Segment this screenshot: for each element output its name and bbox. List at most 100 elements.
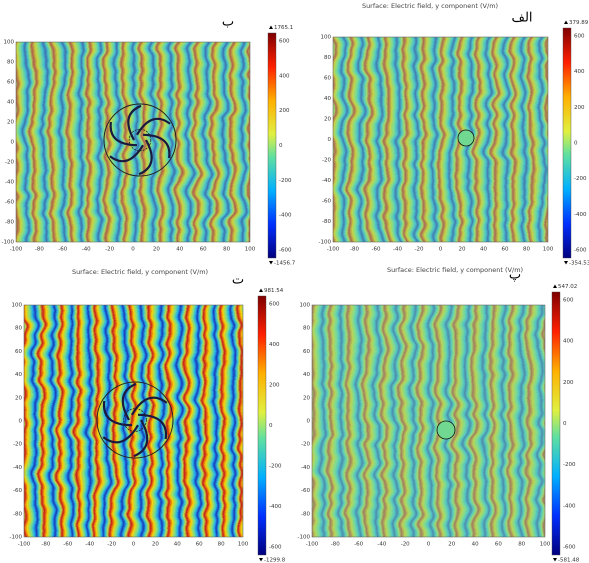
- y-tick-label: 100: [321, 35, 332, 41]
- y-tick-label: 80: [303, 326, 310, 332]
- scatterer-swirl: [127, 104, 142, 141]
- field-plot: [312, 305, 545, 537]
- scatterer-swirl: [138, 139, 153, 176]
- colorbar-tick-label: 400: [563, 339, 574, 345]
- colorbar-tick-label: 0: [269, 423, 273, 429]
- x-tick-label: 60: [502, 247, 509, 253]
- colorbar-tick-label: 400: [279, 73, 290, 79]
- x-tick-label: -40: [377, 542, 386, 548]
- y-tick-label: 100: [300, 303, 311, 309]
- y-tick-label: -40: [13, 465, 22, 471]
- colorbar-tick-label: -200: [563, 462, 576, 468]
- panel-title: Surface: Electric field, y component (V/…: [387, 266, 523, 274]
- y-tick-label: 60: [15, 349, 22, 355]
- max-value: 1765.1: [274, 25, 293, 31]
- x-tick-label: 100: [245, 247, 256, 253]
- x-tick-label: -80: [350, 247, 359, 253]
- scatterer: [436, 420, 456, 440]
- colorbar-tick-label: -200: [269, 464, 282, 470]
- colorbar-tick-label: 0: [574, 141, 578, 147]
- max-value: 981.54: [264, 288, 284, 294]
- colorbar-tick-label: -600: [269, 545, 282, 551]
- min-value: -1456.7: [274, 261, 296, 267]
- y-tick-label: 100: [4, 40, 15, 46]
- min-value: -1299.8: [264, 558, 286, 563]
- panel: -100 -80 -60 -40 -20 0 20 40 60 80 100100806040200…: [319, 2, 589, 267]
- colorbar-tick-label: 600: [269, 302, 280, 308]
- x-tick-label: 40: [480, 247, 487, 253]
- x-tick-label: 20: [152, 542, 159, 548]
- x-tick-label: 80: [218, 542, 225, 548]
- min-value: -354.53: [569, 261, 589, 267]
- x-tick-label: -60: [58, 247, 67, 253]
- x-tick-label: 20: [459, 247, 466, 253]
- min-marker: [259, 558, 263, 562]
- scatterer-swirl: [102, 400, 133, 427]
- plot-frame: [23, 304, 244, 538]
- y-tick-label: -20: [13, 442, 22, 448]
- scatterer-swirl: [109, 144, 144, 163]
- x-tick-label: 0: [439, 247, 443, 253]
- max-marker: [553, 284, 557, 288]
- x-tick-label: 60: [495, 542, 502, 548]
- x-tick-label: 20: [153, 247, 160, 253]
- colorbar: [257, 295, 267, 556]
- y-tick-label: -60: [301, 488, 310, 494]
- x-tick-label: -40: [85, 542, 94, 548]
- plot-frame: [15, 41, 251, 243]
- y-tick-label: -60: [13, 488, 22, 494]
- scatterer-swirl: [131, 396, 168, 416]
- x-tick-label: -20: [107, 542, 116, 548]
- y-tick-label: 80: [324, 55, 331, 61]
- x-tick-label: 80: [523, 247, 530, 253]
- scatterer-core: [128, 128, 152, 152]
- colorbar-tick-label: 200: [574, 105, 585, 111]
- y-tick-label: -40: [322, 178, 331, 184]
- y-tick-label: 80: [7, 60, 14, 66]
- y-tick-label: -20: [301, 442, 310, 448]
- x-tick-label: -80: [35, 247, 44, 253]
- y-tick-label: 0: [328, 137, 332, 143]
- scatterer-swirl: [102, 424, 139, 444]
- scatterer-swirl: [142, 133, 171, 159]
- y-tick-label: -80: [5, 220, 14, 226]
- x-tick-label: -100: [10, 247, 23, 253]
- plot-frame: [311, 304, 546, 538]
- colorbar: [267, 32, 277, 259]
- scatterer-swirl: [109, 121, 138, 147]
- x-tick-label: 80: [518, 542, 525, 548]
- y-tick-label: 40: [7, 100, 14, 106]
- colorbar-tick-label: -200: [574, 176, 587, 182]
- y-tick-label: 0: [307, 419, 311, 425]
- min-marker: [553, 558, 557, 562]
- colorbar-tick-label: -400: [279, 213, 292, 219]
- colorbar-tick-label: -400: [269, 504, 282, 510]
- x-tick-label: -100: [306, 542, 319, 548]
- colorbar: [562, 27, 572, 259]
- y-tick-label: 0: [19, 419, 23, 425]
- max-marker: [269, 25, 273, 29]
- x-tick-label: 40: [176, 247, 183, 253]
- panel: -100 -80 -60 -40 -20 0 20 40 60 80 100100806040200…: [2, 15, 296, 267]
- x-tick-label: -40: [393, 247, 402, 253]
- max-marker: [564, 20, 568, 24]
- scatterer-swirl: [137, 413, 168, 440]
- max-value: 379.89: [569, 20, 589, 26]
- colorbar-tick-label: 0: [563, 421, 567, 427]
- colorbar-tick-label: 400: [269, 342, 280, 348]
- colorbar-tick-label: -600: [563, 545, 576, 551]
- field-waves: [333, 37, 548, 242]
- y-tick-label: 60: [7, 80, 14, 86]
- panel-label: پ: [509, 268, 521, 283]
- field-waves: [24, 305, 243, 537]
- y-tick-label: -80: [13, 511, 22, 517]
- x-tick-label: -60: [63, 542, 72, 548]
- scatterer-swirl: [133, 419, 149, 458]
- scatterer-swirl: [121, 382, 137, 421]
- panel-label: الف: [511, 11, 532, 26]
- colorbar-tick-label: -600: [574, 248, 587, 254]
- field-plot: [24, 305, 243, 537]
- x-tick-label: 80: [223, 247, 230, 253]
- colorbar-tick-label: 200: [269, 383, 280, 389]
- colorbar: [551, 291, 561, 556]
